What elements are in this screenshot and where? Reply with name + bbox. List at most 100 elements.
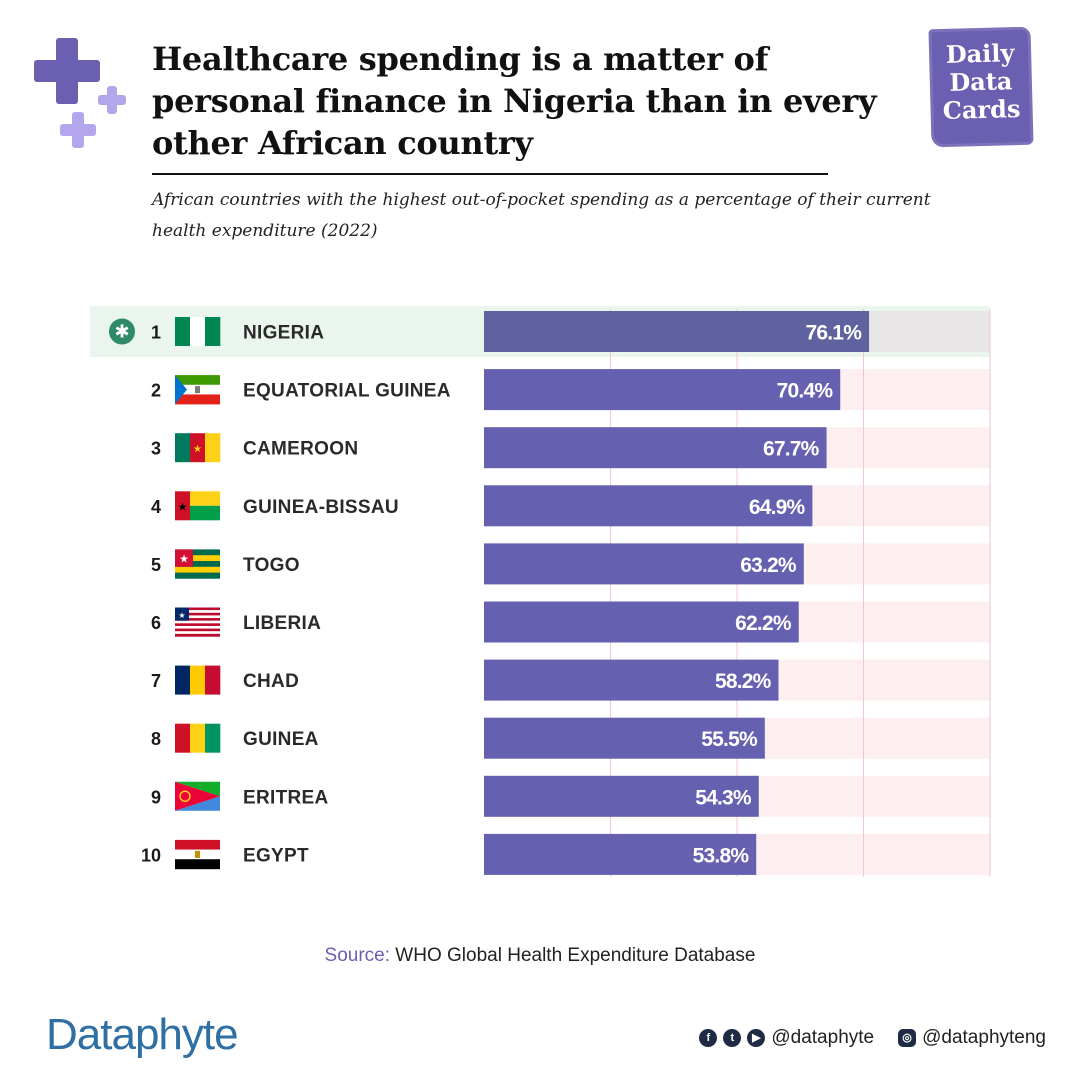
- rank-label: 3: [151, 439, 161, 459]
- country-label: GUINEA-BISSAU: [243, 497, 399, 518]
- flag-part: [175, 628, 220, 632]
- social-handle-secondary[interactable]: @dataphyteng: [922, 1027, 1046, 1048]
- twitter-icon[interactable]: t: [723, 1029, 742, 1047]
- flag-part: [175, 394, 220, 405]
- bar: [484, 311, 870, 352]
- rank-label: 9: [151, 787, 161, 807]
- youtube-icon[interactable]: ▶: [747, 1029, 766, 1047]
- rank-label: 5: [151, 555, 161, 575]
- rank-label: 10: [141, 845, 161, 865]
- flag-part: [190, 723, 206, 753]
- flag-part: ★: [178, 500, 188, 513]
- source-text: WHO Global Health Expenditure Database: [390, 945, 756, 966]
- country-label: ERITREA: [243, 787, 329, 808]
- flag-part: [175, 555, 220, 562]
- rank-label: 6: [151, 613, 161, 633]
- large-plus-icon: [34, 38, 100, 104]
- chart-subtitle: African countries with the highest out-o…: [152, 190, 931, 241]
- data-label: 76.1%: [806, 322, 863, 345]
- country-label: CAMEROON: [243, 439, 358, 460]
- flag-part: [175, 610, 220, 613]
- country-label: EGYPT: [243, 845, 309, 866]
- flag-part: [205, 723, 221, 753]
- flag-part: [175, 623, 220, 627]
- bar: [484, 601, 799, 643]
- country-label: EQUATORIAL GUINEA: [243, 381, 451, 402]
- bar: [484, 775, 759, 817]
- flag-part: [175, 549, 220, 556]
- flag-part: [195, 850, 200, 858]
- flag-part: [175, 633, 220, 637]
- flag-part: [205, 317, 221, 346]
- flag-part: [175, 566, 220, 573]
- bar: [484, 369, 841, 411]
- asterisk-icon: ✱: [114, 322, 129, 343]
- bar: [484, 543, 804, 585]
- country-label: TOGO: [243, 555, 300, 576]
- data-label: 70.4%: [777, 380, 834, 403]
- flag-part: [175, 625, 220, 629]
- flag-part: ★: [178, 611, 185, 620]
- flag-part: [195, 386, 200, 394]
- flag-part: [190, 491, 220, 506]
- flag-part: [175, 665, 191, 695]
- source-note: Source: WHO Global Health Expenditure Da…: [0, 945, 1080, 967]
- flag-part: [175, 839, 220, 850]
- country-label: NIGERIA: [243, 323, 324, 344]
- data-label: 62.2%: [735, 612, 792, 635]
- bar: [484, 717, 765, 759]
- flag-part: [179, 790, 191, 803]
- flag-part: [175, 375, 220, 386]
- bar: [484, 427, 827, 469]
- bar: [484, 485, 813, 527]
- flag-part: [175, 561, 220, 568]
- instagram-icon[interactable]: ◎: [898, 1029, 917, 1047]
- social-handles: f t ▶ @dataphyte ◎ @dataphyteng: [699, 1024, 1046, 1052]
- flag-part: [190, 505, 220, 521]
- country-label: LIBERIA: [243, 613, 321, 634]
- data-label: 63.2%: [740, 554, 797, 577]
- flag-part: [205, 665, 221, 695]
- facebook-icon[interactable]: f: [699, 1029, 718, 1047]
- flag-part: [175, 607, 220, 611]
- title-divider: [152, 173, 828, 175]
- bar: [484, 659, 779, 701]
- flag-part: [175, 491, 190, 521]
- flag-part: [175, 618, 220, 621]
- small-plus-icon: [98, 86, 126, 114]
- country-label: CHAD: [243, 671, 299, 692]
- flag-part: [175, 615, 220, 619]
- rank-label: 2: [151, 381, 161, 401]
- flag-part: [190, 317, 206, 346]
- bar: [484, 833, 757, 875]
- source-label: Source:: [324, 945, 391, 966]
- flag-part: [175, 433, 191, 463]
- data-label: 54.3%: [695, 786, 752, 809]
- flag-part: [205, 433, 221, 463]
- data-label: 64.9%: [749, 496, 806, 519]
- flag-part: [175, 375, 187, 405]
- rank-label: 1: [151, 323, 161, 343]
- page-title: Healthcare spending is a matter of perso…: [152, 40, 877, 162]
- country-label: GUINEA: [243, 729, 319, 750]
- flag-part: [175, 549, 193, 567]
- data-label: 53.8%: [693, 844, 750, 867]
- flag-part: [175, 612, 220, 616]
- data-label: 58.2%: [715, 670, 772, 693]
- flag-part: [175, 620, 220, 624]
- flag-part: [175, 631, 220, 635]
- flag-part: ★: [179, 552, 189, 565]
- flag-part: ★: [193, 444, 202, 455]
- data-label: 55.5%: [701, 728, 758, 751]
- flag-part: [175, 859, 220, 870]
- data-label: 67.7%: [763, 438, 820, 461]
- flag-part: [175, 607, 189, 621]
- dataphyte-logo: Dataphyte: [46, 1010, 239, 1059]
- highlight-badge-icon: [109, 318, 135, 345]
- social-handle-primary[interactable]: @dataphyte: [771, 1027, 875, 1048]
- rank-label: 8: [151, 729, 161, 749]
- flag-part: [175, 781, 220, 811]
- flag-part: [175, 572, 220, 579]
- flag-part: [175, 317, 191, 346]
